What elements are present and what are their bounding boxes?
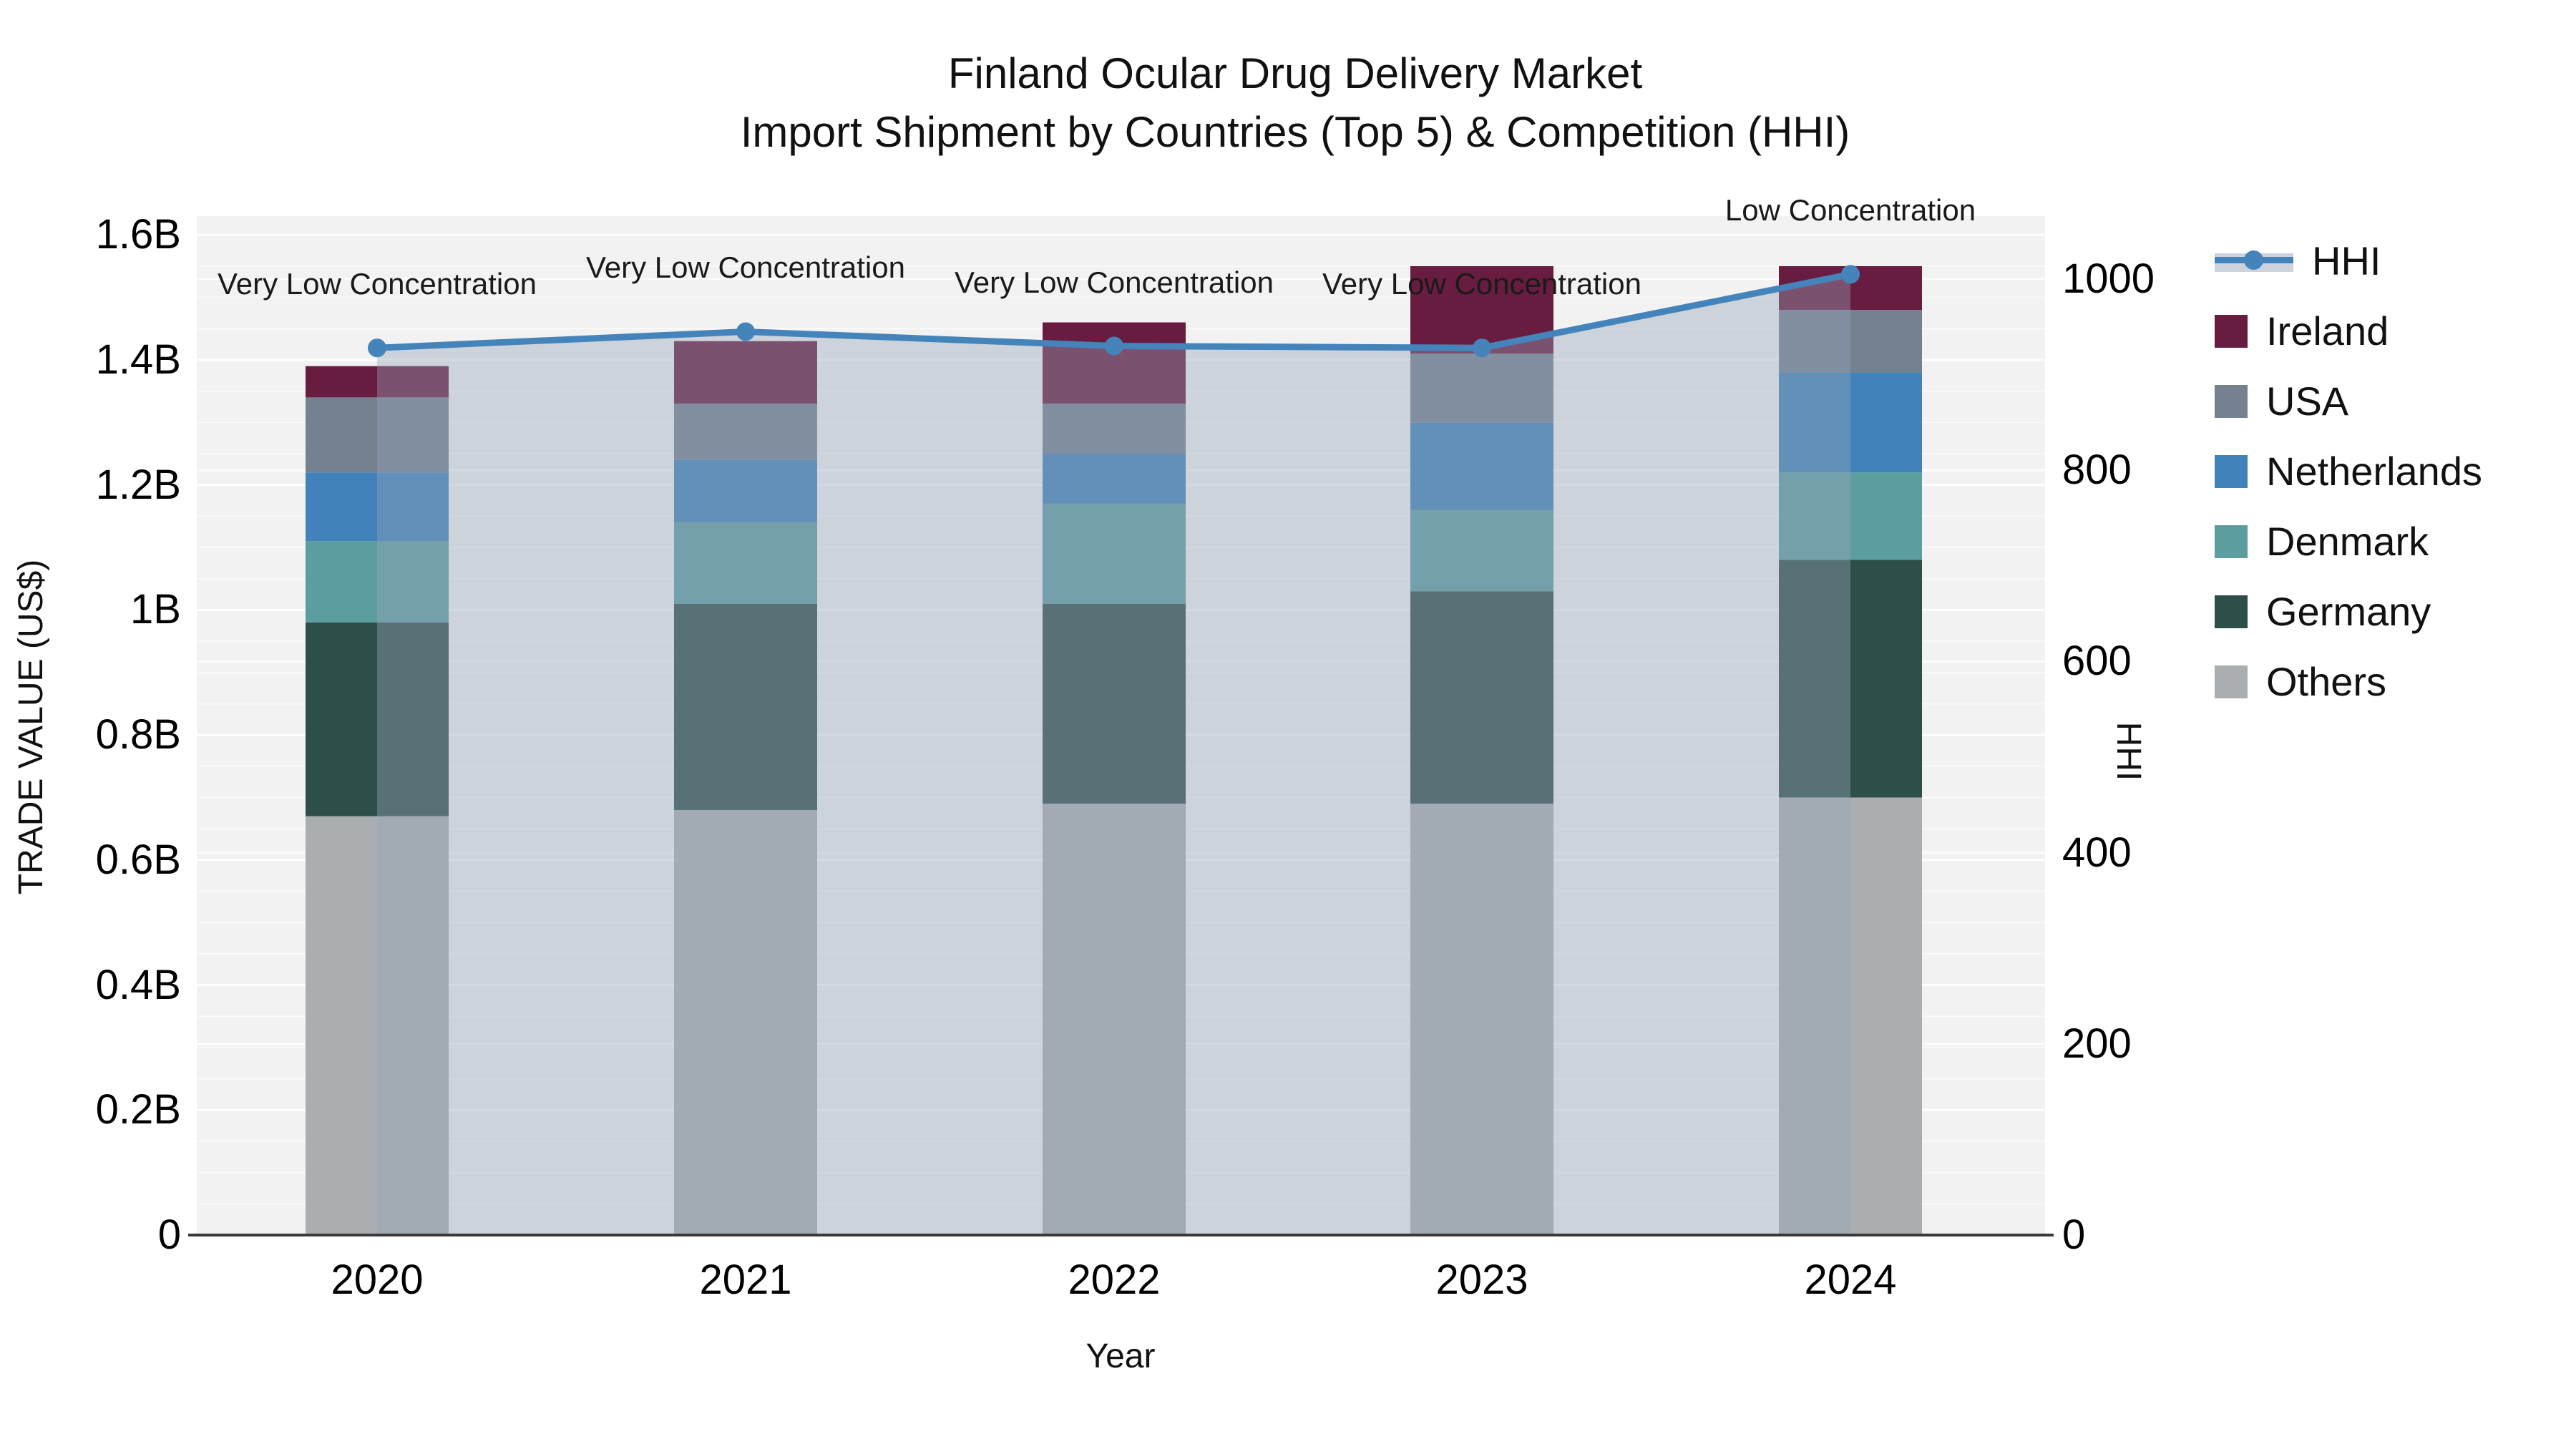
bar-segment-2020-netherlands — [306, 472, 449, 542]
legend-label: USA — [2266, 379, 2349, 424]
bar-segment-2022-usa — [1043, 404, 1186, 454]
legend-item-hhi: HHI — [2215, 238, 2482, 283]
left-tick-0.6B: 0.6B — [95, 836, 181, 883]
annotation-2020: Very Low Concentration — [218, 267, 537, 301]
bar-segment-2024-denmark — [1779, 472, 1922, 560]
hhi-marker-2021 — [736, 322, 755, 341]
legend-item-others: Others — [2215, 659, 2482, 704]
legend-label: HHI — [2312, 238, 2381, 283]
chart-title-line2: Import Shipment by Countries (Top 5) & C… — [740, 108, 1850, 156]
legend-label: Denmark — [2266, 519, 2429, 564]
bar-segment-2020-others — [306, 816, 449, 1235]
bar-segment-2021-germany — [674, 603, 817, 810]
legend-swatch-germany — [2215, 595, 2248, 628]
right-tick-600: 600 — [2062, 638, 2132, 685]
chart-title-line1: Finland Ocular Drug Delivery Market — [947, 49, 1643, 97]
bar-segment-2021-denmark — [674, 522, 817, 604]
bar-segment-2022-ireland — [1043, 322, 1186, 404]
legend-label: Netherlands — [2266, 449, 2482, 494]
bar-segment-2022-denmark — [1043, 503, 1186, 604]
bar-segment-2022-netherlands — [1043, 454, 1186, 504]
hhi-marker-2020 — [368, 338, 386, 358]
bar-segment-2023-germany — [1410, 591, 1553, 804]
hhi-area — [377, 274, 1850, 1235]
legend: HHI Ireland USA Netherlands Denmark Germany Ot… — [2215, 238, 2482, 704]
legend-label: Others — [2266, 659, 2387, 704]
right-tick-200: 200 — [2062, 1020, 2132, 1067]
bar-segment-2022-others — [1043, 804, 1186, 1235]
left-tick-0.2B: 0.2B — [95, 1086, 181, 1133]
bar-segment-2023-netherlands — [1410, 422, 1553, 510]
bar-segment-2023-usa — [1410, 353, 1553, 423]
x-tick-2023: 2023 — [1435, 1257, 1528, 1303]
left-tick-1.2B: 1.2B — [95, 461, 181, 508]
left-tick-0: 0 — [157, 1211, 181, 1258]
bar-segment-2023-others — [1410, 804, 1553, 1235]
right-tick-1000: 1000 — [2062, 255, 2155, 302]
right-tick-800: 800 — [2062, 447, 2132, 494]
legend-swatch-usa — [2215, 384, 2248, 418]
bar-segment-2021-others — [674, 809, 817, 1235]
x-axis-title: Year — [1085, 1337, 1156, 1375]
bar-segment-2024-usa — [1779, 310, 1922, 373]
legend-swatch-others — [2215, 665, 2248, 698]
legend-swatch-ireland — [2215, 314, 2248, 348]
left-tick-0.8B: 0.8B — [95, 711, 181, 758]
bar-segment-2020-usa — [306, 397, 449, 473]
bar-segment-2020-germany — [306, 622, 449, 816]
left-tick-1.6B: 1.6B — [95, 211, 181, 258]
annotation-2021: Very Low Concentration — [586, 250, 905, 285]
legend-item-usa: USA — [2215, 379, 2482, 424]
bar-segment-2020-denmark — [306, 541, 449, 623]
legend-swatch-denmark — [2215, 525, 2248, 558]
bar-segment-2021-usa — [674, 404, 817, 460]
right-tick-400: 400 — [2062, 829, 2132, 876]
left-tick-1.4B: 1.4B — [95, 336, 181, 383]
left-tick-1B: 1B — [130, 586, 181, 633]
x-tick-2020: 2020 — [331, 1257, 424, 1303]
legend-label: Ireland — [2266, 308, 2389, 353]
annotation-2023: Very Low Concentration — [1322, 267, 1641, 301]
legend-item-netherlands: Netherlands — [2215, 449, 2482, 494]
hhi-marker-2023 — [1473, 338, 1491, 358]
hhi-legend-icon — [2215, 245, 2293, 278]
bar-segment-2024-netherlands — [1779, 372, 1922, 473]
bar-segment-2020-ireland — [306, 366, 449, 398]
left-tick-0.4B: 0.4B — [95, 961, 181, 1008]
chart-title: Finland Ocular Drug Delivery Market Impo… — [0, 44, 2576, 162]
legend-label: Germany — [2266, 589, 2431, 634]
bar-segment-2021-netherlands — [674, 459, 817, 523]
annotation-2022: Very Low Concentration — [955, 265, 1274, 299]
x-tick-2022: 2022 — [1068, 1257, 1161, 1303]
bar-segment-2022-germany — [1043, 603, 1186, 804]
legend-item-germany: Germany — [2215, 589, 2482, 634]
x-tick-2024: 2024 — [1804, 1257, 1897, 1303]
legend-item-ireland: Ireland — [2215, 308, 2482, 353]
bar-segment-2024-germany — [1779, 560, 1922, 798]
x-tick-2021: 2021 — [699, 1257, 792, 1303]
legend-swatch-netherlands — [2215, 454, 2248, 488]
right-tick-0: 0 — [2062, 1211, 2086, 1258]
legend-item-denmark: Denmark — [2215, 519, 2482, 564]
annotation-2024: Low Concentration — [1724, 193, 1976, 228]
hhi-marker-2024 — [1841, 265, 1860, 284]
hhi-marker-2022 — [1105, 336, 1123, 356]
bar-segment-2021-ireland — [674, 341, 817, 404]
bar-segment-2024-others — [1779, 797, 1922, 1235]
bar-segment-2023-denmark — [1410, 509, 1553, 592]
